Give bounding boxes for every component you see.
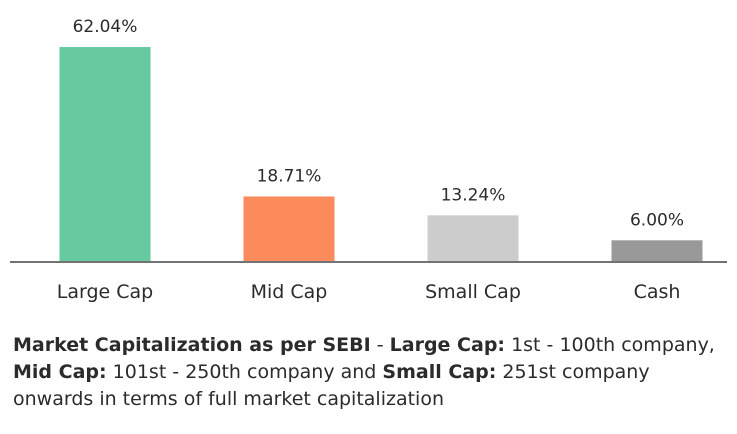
category-label-large-cap: Large Cap [57,281,153,303]
footnote-separator: - [370,334,390,356]
bar-large-cap [59,47,151,261]
value-label-large-cap: 62.04% [73,17,138,37]
category-label-small-cap: Small Cap [425,281,521,303]
footnote-large-cap-term: Large Cap: [389,334,506,356]
value-label-cash: 6.00% [630,210,684,230]
value-label-small-cap: 13.24% [441,185,506,205]
value-label-mid-cap: 18.71% [257,166,322,186]
footnote-mid-cap-term: Mid Cap: [13,361,107,383]
footnote-small-cap-term: Small Cap: [382,361,497,383]
labels-layer: 62.04% Large Cap 18.71% Mid Cap 13.24% Small … [57,17,684,303]
footnote-mid-cap-def: 101st - 250th company and [106,361,383,383]
bar-cash [611,240,703,261]
category-label-mid-cap: Mid Cap [251,281,328,303]
bar-small-cap [427,215,519,261]
market-cap-bar-chart: 62.04% Large Cap 18.71% Mid Cap 13.24% Small … [10,17,727,303]
bars-layer [59,47,703,261]
category-label-cash: Cash [634,281,681,303]
market-cap-footnote: Market Capitalization as per SEBI - Larg… [13,332,728,413]
footnote-title: Market Capitalization as per SEBI [13,334,371,356]
bar-mid-cap [243,196,335,261]
footnote-large-cap-def: 1st - 100th company, [505,334,715,356]
footnote-small-cap-def: 251st company onwards in terms of full m… [13,361,650,410]
